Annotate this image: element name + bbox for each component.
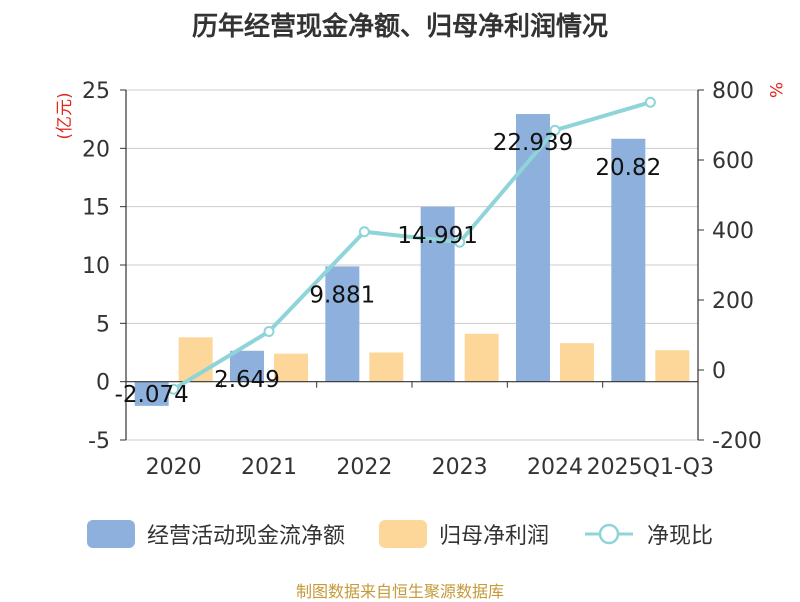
data-label-operating-cash-flow: 9.881 bbox=[309, 282, 375, 308]
left-tick-label: 25 bbox=[82, 79, 110, 104]
data-label-operating-cash-flow: 2.649 bbox=[214, 367, 280, 393]
legend-item-operating-cash-flow[interactable]: 经营活动现金流净额 bbox=[86, 518, 345, 550]
bar-operating-cash-flow bbox=[611, 138, 646, 382]
right-tick-label: 200 bbox=[712, 289, 754, 314]
category-label: 2021 bbox=[241, 455, 297, 480]
legend-swatch-cash-ratio bbox=[585, 523, 633, 545]
right-tick-label: 0 bbox=[712, 359, 726, 384]
gridlines bbox=[126, 89, 698, 441]
ratio-point bbox=[168, 383, 180, 395]
ratio-line-path bbox=[172, 100, 651, 391]
left-tick-label: 20 bbox=[82, 137, 110, 162]
ratio-point bbox=[358, 226, 370, 238]
source-footer: 制图数据来自恒生聚源数据库 bbox=[295, 582, 504, 601]
bar-net-profit bbox=[274, 353, 308, 382]
category-label: 2020 bbox=[146, 455, 202, 480]
axes: -5 0 5 10 15 20 25 -200 0 200 400 600 800 2020 2021 202… bbox=[55, 79, 785, 480]
ratio-point bbox=[263, 326, 275, 337]
bar-operating-cash-flow bbox=[134, 381, 169, 406]
data-label-operating-cash-flow: 14.991 bbox=[397, 223, 477, 249]
right-tick-label: 600 bbox=[712, 149, 754, 174]
ratio-point bbox=[454, 236, 466, 248]
legend-swatch-net-profit bbox=[378, 520, 427, 548]
bars bbox=[134, 114, 690, 406]
bar-net-profit bbox=[655, 350, 690, 382]
bar-net-profit bbox=[560, 343, 594, 382]
left-tick-label: 0 bbox=[96, 371, 110, 396]
ratio-line bbox=[168, 96, 656, 395]
left-axis-label: (亿元) bbox=[55, 92, 75, 139]
data-label-operating-cash-flow: 20.82 bbox=[595, 155, 661, 181]
right-tick-label: -200 bbox=[712, 429, 762, 454]
bar-operating-cash-flow bbox=[420, 206, 455, 382]
left-tick-label: 15 bbox=[82, 196, 110, 221]
legend-circle-mark bbox=[598, 523, 620, 545]
bar-operating-cash-flow bbox=[230, 350, 264, 382]
bar-operating-cash-flow bbox=[325, 266, 360, 382]
legend: 经营活动现金流净额 归母净利润 净现比 bbox=[0, 514, 800, 554]
right-axis-label: % bbox=[765, 82, 785, 98]
bar-net-profit bbox=[464, 333, 499, 382]
left-tick-label: -5 bbox=[88, 429, 110, 454]
legend-label-net-profit: 归母净利润 bbox=[438, 524, 549, 549]
legend-label-operating-cash-flow: 经营活动现金流净额 bbox=[146, 524, 345, 549]
category-label: 2022 bbox=[336, 455, 392, 480]
chart-title: 历年经营现金净额、归母净利润情况 bbox=[191, 12, 608, 42]
left-tick-label: 10 bbox=[82, 254, 110, 279]
ratio-point bbox=[644, 96, 656, 108]
category-label: 2024 bbox=[527, 455, 583, 480]
legend-label-cash-ratio: 净现比 bbox=[647, 524, 714, 549]
right-tick-label: 400 bbox=[712, 219, 754, 244]
right-tick-label: 800 bbox=[712, 79, 754, 104]
ratio-point bbox=[549, 124, 561, 136]
bar-net-profit bbox=[369, 352, 404, 382]
legend-item-cash-ratio[interactable]: 净现比 bbox=[583, 518, 713, 550]
data-labels: -2.074 2.649 9.881 14.991 22.939 20.82 bbox=[115, 130, 662, 408]
data-label-operating-cash-flow: -2.074 bbox=[115, 382, 189, 408]
left-tick-label: 5 bbox=[96, 312, 110, 337]
category-label: 2023 bbox=[432, 455, 488, 480]
legend-swatch-operating-cash-flow bbox=[86, 520, 135, 548]
category-label: 2025Q1-Q3 bbox=[587, 455, 714, 480]
legend-item-net-profit[interactable]: 归母净利润 bbox=[378, 518, 549, 550]
data-label-operating-cash-flow: 22.939 bbox=[493, 130, 573, 156]
